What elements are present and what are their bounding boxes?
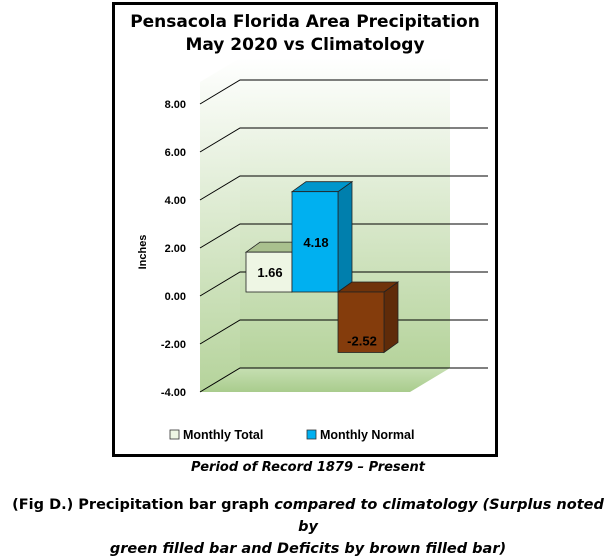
figure-caption-italic-1: compared to climatology (Surplus noted b… (274, 497, 604, 535)
legend-label: Monthly Total (183, 428, 263, 442)
figure-caption-italic-2: green filled bar and Deficits by brown f… (109, 541, 507, 557)
gridline (199, 271, 488, 297)
y-axis-label: Inches (137, 235, 149, 270)
bar-side-face (337, 180, 353, 293)
y-tick-label: -2.00 (161, 339, 186, 351)
data-labels: 1.66 4.18 -2.52 (257, 235, 376, 349)
gridline (199, 175, 488, 201)
gridline (199, 367, 488, 393)
legend-swatch (306, 429, 317, 440)
figure-caption-prefix: (Fig D.) Precipitation bar graph (12, 497, 275, 513)
data-label-1: 1.66 (257, 265, 282, 280)
period-of-record-caption: Period of Record 1879 – Present (191, 460, 425, 475)
data-label-3: -2.52 (347, 333, 377, 348)
figure-caption: (Fig D.) Precipitation bar graph compare… (0, 494, 616, 560)
y-tick-label: 4.00 (165, 195, 186, 207)
y-tick-label: 2.00 (165, 243, 186, 255)
data-label-2: 4.18 (303, 235, 328, 250)
legend-item-1: Monthly Total (169, 428, 263, 442)
legend-label: Monthly Normal (320, 428, 414, 442)
y-tick-labels: 8.00 6.00 4.00 2.00 0.00 -2.00 -4.00 (161, 99, 186, 399)
gridline (199, 79, 488, 105)
chart-title-line1: Pensacola Florida Area Precipitation (130, 12, 480, 32)
y-tick-label: 0.00 (165, 291, 186, 303)
legend-swatch (169, 429, 180, 440)
gridline (199, 319, 488, 345)
side-wall (200, 58, 240, 392)
y-tick-label: 8.00 (165, 99, 186, 111)
y-tick-label: 6.00 (165, 147, 186, 159)
bar-front-face (291, 191, 339, 293)
bar-side-face (383, 281, 399, 354)
legend-item-2: Monthly Normal (306, 428, 414, 442)
legend: Monthly Total Monthly Normal (169, 428, 414, 442)
chart-plot: 8.00 6.00 4.00 2.00 0.00 -2.00 -4.00 1.66 4.18 -… (137, 58, 488, 442)
bar-front-face (337, 291, 385, 353)
bar-2 (290, 180, 354, 293)
chart-title-line2: May 2020 vs Climatology (185, 35, 425, 55)
gridline (199, 223, 488, 249)
bar-front-face (245, 251, 293, 293)
y-tick-label: -4.00 (161, 387, 186, 399)
bar-3 (336, 281, 400, 354)
gridlines (199, 79, 488, 393)
gridline (199, 127, 488, 153)
bars (244, 180, 400, 354)
floor (200, 368, 450, 392)
